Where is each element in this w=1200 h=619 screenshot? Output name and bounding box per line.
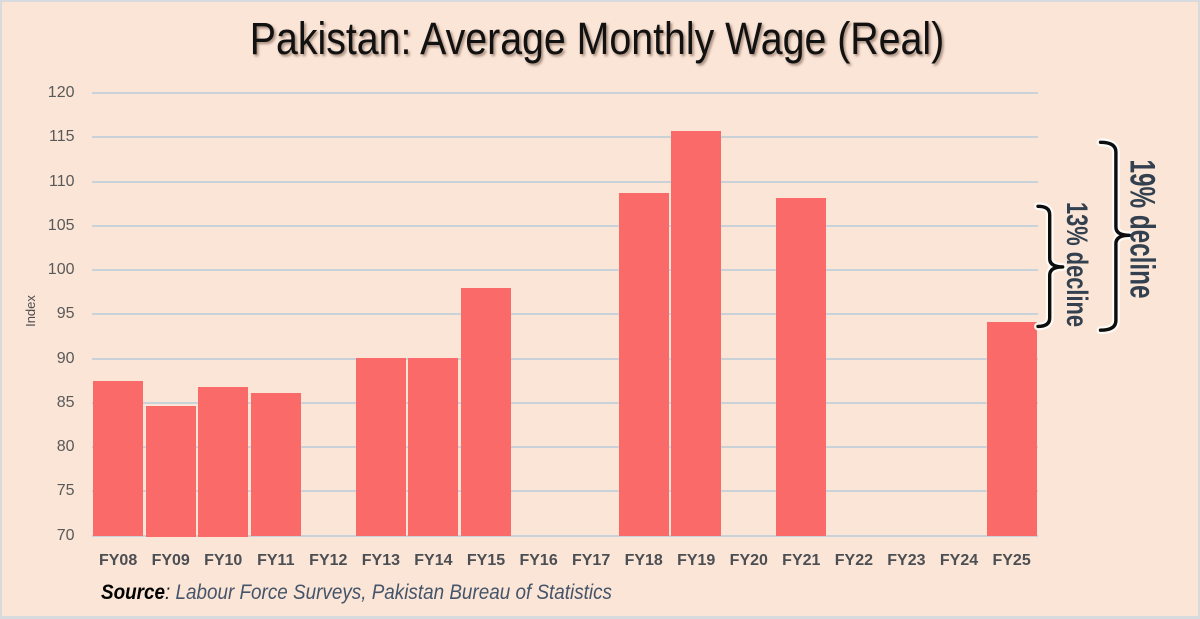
- svg-text:19% decline: 19% decline: [1123, 160, 1162, 299]
- svg-text:13% decline: 13% decline: [1060, 202, 1093, 327]
